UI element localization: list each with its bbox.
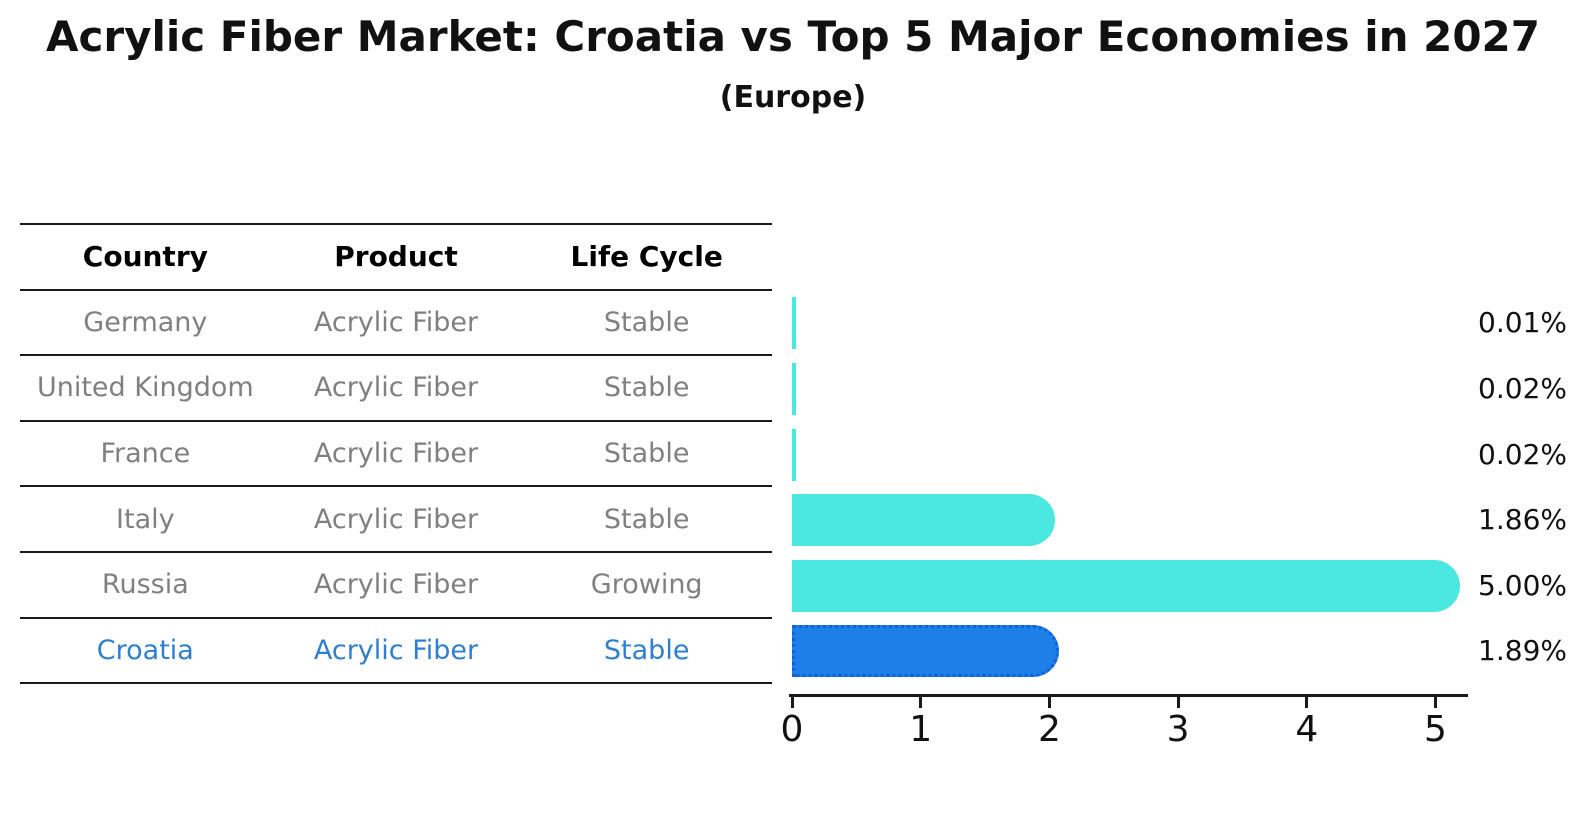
- table-row-united-kingdom: United Kingdom Acrylic Fiber Stable: [20, 356, 772, 422]
- value-label-france: 0.02%: [1478, 437, 1567, 471]
- value-label-croatia: 1.89%: [1478, 634, 1567, 668]
- cell-germany-product: Acrylic Fiber: [313, 306, 479, 338]
- table-header-row: Country Product Life Cycle: [20, 225, 772, 291]
- cell-croatia-country: Croatia: [96, 634, 194, 666]
- cell-united-kingdom-country: United Kingdom: [36, 372, 254, 404]
- bar-united-kingdom: [792, 363, 796, 415]
- x-tick-mark-1: [919, 697, 923, 708]
- cell-germany-life-cycle: Stable: [603, 306, 690, 338]
- column-header-product: Product: [334, 240, 458, 274]
- value-label-germany: 0.01%: [1478, 306, 1567, 340]
- cell-united-kingdom-life-cycle: Stable: [603, 372, 690, 404]
- cell-russia-life-cycle: Growing: [590, 569, 703, 601]
- chart-title: Acrylic Fiber Market: Croatia vs Top 5 M…: [45, 12, 1541, 61]
- cell-russia-product: Acrylic Fiber: [313, 569, 479, 601]
- x-tick-label-0: 0: [780, 709, 804, 750]
- table-row-france: France Acrylic Fiber Stable: [20, 422, 772, 488]
- column-header-life-cycle: Life Cycle: [570, 240, 723, 274]
- x-tick-label-5: 5: [1424, 709, 1447, 750]
- bar-germany: [792, 297, 796, 350]
- cell-italy-product: Acrylic Fiber: [313, 503, 479, 535]
- value-label-united-kingdom: 0.02%: [1478, 372, 1567, 405]
- bar-france: [792, 428, 796, 481]
- x-tick-mark-4: [1305, 697, 1309, 708]
- x-tick-label-4: 4: [1295, 709, 1319, 750]
- x-tick-label-3: 3: [1166, 709, 1190, 750]
- cell-russia-country: Russia: [101, 569, 189, 601]
- table-row-italy: Italy Acrylic Fiber Stable: [20, 487, 772, 553]
- x-axis-line: [789, 694, 1468, 697]
- cell-italy-country: Italy: [116, 503, 175, 535]
- bar-italy: [792, 494, 1056, 547]
- cell-croatia-product: Acrylic Fiber: [313, 634, 479, 666]
- table-row-russia: Russia Acrylic Fiber Growing: [20, 553, 772, 619]
- cell-united-kingdom-product: Acrylic Fiber: [313, 372, 479, 404]
- x-tick-mark-5: [1434, 697, 1437, 708]
- x-tick-mark-0: [790, 697, 794, 708]
- chart-subtitle: (Europe): [719, 80, 867, 115]
- x-tick-label-1: 1: [909, 709, 933, 750]
- x-tick-label-2: 2: [1037, 709, 1061, 750]
- value-label-italy: 1.86%: [1478, 503, 1567, 537]
- cell-italy-life-cycle: Stable: [603, 503, 690, 535]
- table-row-germany: Germany Acrylic Fiber Stable: [20, 291, 772, 357]
- cell-germany-country: Germany: [83, 306, 208, 338]
- cell-france-life-cycle: Stable: [603, 438, 690, 470]
- value-label-russia: 5.00%: [1478, 568, 1567, 602]
- bar-croatia: [792, 625, 1060, 678]
- cell-france-product: Acrylic Fiber: [313, 438, 479, 470]
- cell-croatia-life-cycle: Stable: [603, 634, 690, 666]
- bar-russia: [792, 559, 1460, 612]
- table-row-croatia: Croatia Acrylic Fiber Stable: [20, 619, 772, 685]
- country-table: Country Product Life Cycle Germany Acrylic F…: [20, 223, 772, 685]
- x-tick-mark-2: [1047, 697, 1051, 708]
- x-tick-mark-3: [1176, 697, 1180, 708]
- column-header-country: Country: [82, 240, 208, 274]
- cell-france-country: France: [100, 438, 191, 470]
